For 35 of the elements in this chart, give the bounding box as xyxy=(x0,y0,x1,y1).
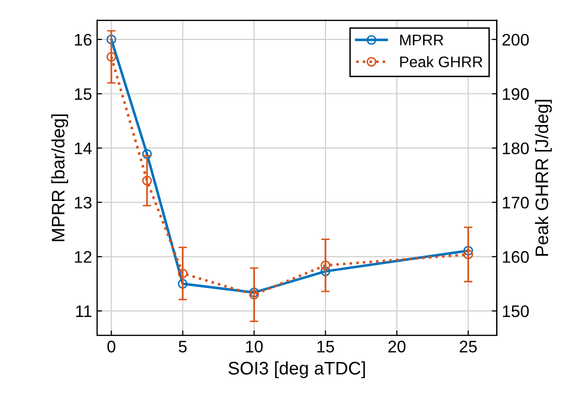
legend-label: MPRR xyxy=(400,34,444,46)
y-tick-label: 14 xyxy=(74,142,92,154)
point xyxy=(178,278,188,289)
x-tick-label: 25 xyxy=(460,340,477,352)
x-tick-label: 5 xyxy=(178,340,187,352)
y-tick-label: 15 xyxy=(74,88,92,100)
y-tick-label: 11 xyxy=(76,306,92,317)
x-tick-label: 0 xyxy=(107,340,116,352)
y2-tick-label: 150 xyxy=(502,305,529,318)
point xyxy=(249,288,259,298)
y-tick-label: 12 xyxy=(74,251,92,263)
x-tick-label: 10 xyxy=(246,340,263,352)
y2-tick-label: 190 xyxy=(502,88,529,100)
point xyxy=(249,290,259,300)
y2-tick-label: 170 xyxy=(502,196,529,209)
y2-tick-label: 160 xyxy=(502,251,529,263)
point xyxy=(142,149,152,159)
y-axis-title: MPRR [bar/deg] xyxy=(51,114,68,242)
y-tick-label: 16 xyxy=(74,34,92,46)
x-tick-label: 15 xyxy=(317,340,334,352)
point xyxy=(463,246,474,256)
point xyxy=(106,52,116,62)
y-tick-label: 13 xyxy=(74,196,92,209)
point xyxy=(463,250,474,260)
point xyxy=(142,176,152,186)
y2-tick-label: 200 xyxy=(502,34,529,46)
x-axis-title: SOI3 [deg aTDC] xyxy=(228,361,365,378)
point xyxy=(178,268,188,278)
point xyxy=(320,260,330,270)
legend-label: Peak GHRR xyxy=(400,56,482,68)
y2-axis-title: Peak GHRR [J/deg] xyxy=(534,100,552,256)
point xyxy=(106,34,116,44)
y2-tick-label: 180 xyxy=(502,142,529,154)
point xyxy=(320,266,330,276)
x-tick-label: 20 xyxy=(388,340,406,352)
